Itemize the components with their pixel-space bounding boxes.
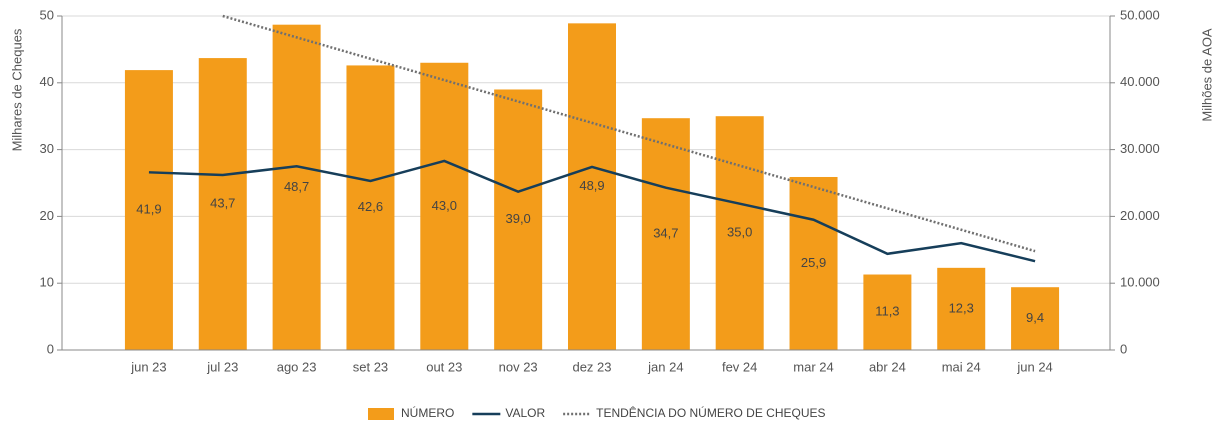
bar — [272, 24, 321, 351]
x-tick-label: jun 23 — [130, 359, 166, 374]
bar — [198, 58, 247, 351]
data-label: 43,7 — [210, 195, 235, 210]
y2-tick-label: 50.000 — [1120, 7, 1160, 22]
x-tick-label: mar 24 — [793, 359, 833, 374]
bar — [494, 89, 543, 350]
bar — [789, 176, 838, 350]
x-tick-label: mai 24 — [942, 359, 981, 374]
y-tick-label: 40 — [40, 74, 54, 89]
x-tick-label: jan 24 — [647, 359, 683, 374]
bar — [346, 65, 395, 350]
data-label: 11,3 — [875, 304, 899, 319]
data-label: 48,7 — [284, 179, 309, 194]
x-tick-label: ago 23 — [277, 359, 317, 374]
y-axis-label: Milhares de Cheques — [9, 28, 24, 151]
x-tick-label: dez 23 — [572, 359, 611, 374]
x-tick-label: jul 23 — [206, 359, 238, 374]
bar — [641, 118, 690, 350]
data-label: 12,3 — [949, 300, 974, 315]
x-tick-label: out 23 — [426, 359, 462, 374]
bar — [124, 70, 173, 350]
y-tick-label: 10 — [40, 275, 54, 290]
x-tick-label: fev 24 — [722, 359, 757, 374]
bar — [937, 267, 986, 350]
trend-line — [222, 14, 1036, 253]
y2-tick-label: 10.000 — [1120, 275, 1160, 290]
y-tick-label: 20 — [40, 208, 54, 223]
y2-tick-label: 30.000 — [1120, 141, 1160, 156]
bar — [715, 116, 764, 350]
y2-tick-label: 40.000 — [1120, 74, 1160, 89]
bar — [1011, 287, 1060, 350]
data-label: 48,9 — [579, 178, 604, 193]
y-tick-label: 30 — [40, 141, 54, 156]
data-label: 41,9 — [136, 201, 161, 216]
legend-label: NÚMERO — [401, 405, 454, 420]
legend-label: VALOR — [505, 406, 545, 420]
x-tick-label: nov 23 — [499, 359, 538, 374]
bar — [420, 62, 469, 350]
bar — [568, 23, 616, 351]
data-label: 9,4 — [1026, 310, 1044, 325]
data-label: 34,7 — [653, 226, 678, 241]
data-label: 43,0 — [432, 198, 457, 213]
y2-tick-label: 20.000 — [1120, 208, 1160, 223]
y-tick-label: 0 — [47, 341, 54, 356]
legend-label: TENDÊNCIA DO NÚMERO DE CHEQUES — [596, 405, 825, 420]
y2-axis-label: Milhões de AOA — [1199, 28, 1214, 122]
line — [148, 159, 1036, 263]
x-tick-label: abr 24 — [869, 359, 906, 374]
data-label: 42,6 — [358, 199, 383, 214]
data-label: 39,0 — [505, 211, 530, 226]
y2-tick-label: 0 — [1120, 341, 1127, 356]
bar — [863, 274, 912, 350]
x-tick-label: set 23 — [353, 359, 388, 374]
data-label: 35,0 — [727, 225, 752, 240]
legend-swatch — [368, 408, 394, 420]
x-tick-label: jun 24 — [1016, 359, 1052, 374]
data-label: 25,9 — [801, 255, 826, 270]
y-tick-label: 50 — [40, 7, 54, 22]
